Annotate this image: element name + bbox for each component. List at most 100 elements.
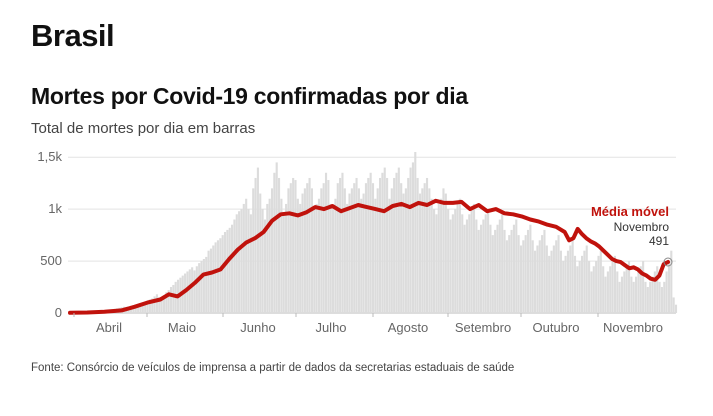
daily-death-bar bbox=[414, 152, 417, 313]
annotation-month: Novembro bbox=[614, 220, 670, 234]
daily-death-bar bbox=[155, 294, 158, 313]
daily-death-bar bbox=[465, 219, 469, 313]
daily-death-bar bbox=[343, 188, 346, 313]
daily-death-bar bbox=[294, 180, 297, 313]
x-month-label: Novembro bbox=[603, 320, 663, 335]
daily-death-bar bbox=[456, 203, 459, 313]
daily-death-bar bbox=[590, 271, 593, 313]
daily-death-bar bbox=[604, 276, 607, 313]
daily-death-bar bbox=[348, 193, 351, 313]
daily-death-bar bbox=[545, 245, 548, 313]
daily-death-bar bbox=[580, 255, 584, 313]
daily-death-bar bbox=[557, 235, 560, 313]
daily-death-bar bbox=[153, 296, 156, 313]
daily-death-bar bbox=[458, 198, 461, 313]
daily-death-bar bbox=[435, 214, 438, 313]
daily-death-bar bbox=[388, 198, 391, 313]
daily-death-bar bbox=[371, 183, 375, 313]
daily-death-bar bbox=[393, 177, 396, 313]
daily-death-bar bbox=[494, 229, 497, 313]
daily-death-bar bbox=[597, 255, 600, 313]
daily-death-bar bbox=[228, 227, 231, 313]
daily-death-bar bbox=[292, 177, 295, 313]
daily-death-bar bbox=[472, 203, 476, 313]
daily-death-bar bbox=[444, 193, 447, 313]
daily-death-bar bbox=[616, 271, 619, 313]
daily-death-bar bbox=[360, 198, 363, 313]
daily-death-bar bbox=[317, 198, 321, 313]
daily-death-bar bbox=[301, 193, 304, 313]
daily-death-bar bbox=[461, 214, 464, 313]
daily-death-bar bbox=[322, 183, 325, 313]
daily-death-bar bbox=[235, 214, 238, 313]
daily-death-bar bbox=[395, 172, 398, 313]
daily-death-bar bbox=[165, 292, 168, 313]
daily-death-bar bbox=[315, 203, 318, 313]
daily-death-bar bbox=[489, 224, 492, 313]
annotation-label: Média móvel bbox=[591, 204, 669, 219]
daily-death-bar bbox=[252, 188, 255, 313]
moving-average-line bbox=[68, 198, 670, 315]
daily-death-bar bbox=[202, 258, 205, 313]
daily-death-bar bbox=[376, 188, 379, 313]
daily-death-bar bbox=[602, 266, 605, 313]
daily-death-bar bbox=[543, 229, 546, 313]
daily-death-bar bbox=[425, 177, 429, 313]
daily-death-bar bbox=[270, 188, 274, 313]
daily-death-bar bbox=[463, 224, 466, 313]
daily-death-bar bbox=[324, 172, 328, 313]
daily-death-bar bbox=[484, 214, 487, 313]
daily-death-bar bbox=[327, 180, 330, 313]
daily-death-bar bbox=[303, 188, 306, 313]
daily-death-bar bbox=[397, 167, 400, 313]
daily-death-bar bbox=[378, 177, 382, 313]
daily-death-bar bbox=[531, 240, 534, 313]
daily-death-bar bbox=[209, 248, 212, 313]
daily-death-bar bbox=[299, 203, 302, 313]
daily-death-bar bbox=[146, 300, 149, 313]
daily-death-bar bbox=[353, 183, 356, 313]
daily-death-bar bbox=[226, 229, 229, 313]
daily-death-bar bbox=[585, 245, 588, 313]
daily-death-bar bbox=[355, 177, 358, 313]
daily-death-bar bbox=[195, 266, 198, 313]
daily-death-bar bbox=[522, 240, 525, 313]
daily-death-bar bbox=[296, 198, 299, 313]
daily-death-bar bbox=[663, 281, 666, 313]
daily-death-bar bbox=[576, 266, 579, 313]
daily-death-bar bbox=[200, 261, 203, 313]
daily-death-bar bbox=[329, 203, 332, 313]
daily-death-bar bbox=[573, 255, 577, 313]
daily-death-bar bbox=[564, 255, 567, 313]
daily-death-bar bbox=[214, 242, 217, 313]
daily-death-bar bbox=[266, 203, 269, 313]
daily-death-bar bbox=[620, 276, 624, 313]
daily-death-bar bbox=[198, 263, 201, 313]
daily-death-bar bbox=[503, 229, 506, 313]
daily-death-bar bbox=[167, 290, 170, 313]
daily-death-bar bbox=[515, 219, 518, 313]
daily-death-bar bbox=[151, 298, 154, 313]
daily-death-bar bbox=[611, 261, 614, 313]
daily-death-bar bbox=[169, 287, 173, 313]
daily-death-bar bbox=[245, 198, 248, 313]
daily-death-bar bbox=[538, 240, 541, 313]
daily-death-bar bbox=[613, 255, 616, 313]
daily-death-bar bbox=[310, 188, 313, 313]
daily-death-bar bbox=[400, 183, 403, 313]
daily-death-bar bbox=[160, 298, 163, 313]
daily-death-bar bbox=[517, 235, 520, 313]
daily-death-bar bbox=[637, 271, 640, 313]
daily-death-bar bbox=[313, 209, 316, 313]
daily-death-bar bbox=[479, 224, 483, 313]
daily-death-bar bbox=[470, 209, 473, 313]
daily-death-bar bbox=[505, 240, 508, 313]
daily-death-bar bbox=[674, 304, 678, 313]
daily-death-bar bbox=[219, 238, 222, 313]
daily-death-bar bbox=[259, 193, 262, 313]
daily-death-bar bbox=[320, 188, 323, 313]
daily-death-bar bbox=[275, 162, 278, 313]
daily-death-bar bbox=[409, 167, 412, 313]
daily-death-bar bbox=[627, 261, 631, 313]
daily-death-bar bbox=[512, 224, 515, 313]
